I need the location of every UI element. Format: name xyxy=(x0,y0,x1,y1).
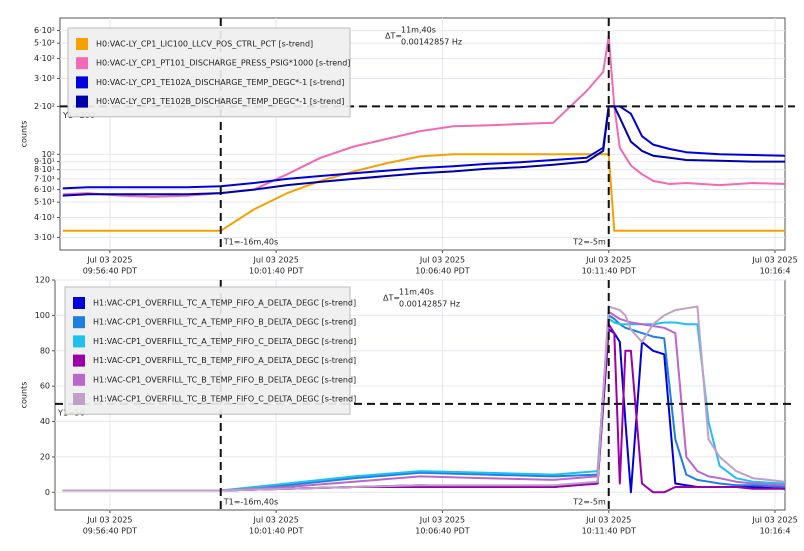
y-tick-label: 80 xyxy=(40,346,50,355)
y-axis-label: counts xyxy=(20,382,29,409)
x-tick-label: Jul 03 2025 xyxy=(751,256,797,265)
legend-label: H1:VAC-CP1_OVERFILL_TC_A_TEMP_FIFO_A_DEL… xyxy=(93,299,356,308)
series-line xyxy=(62,314,785,492)
legend-box xyxy=(64,286,351,415)
y-tick-label: 60 xyxy=(40,382,50,391)
x-tick-label: Jul 03 2025 xyxy=(253,516,299,525)
y-tick-label: 5·10¹ xyxy=(34,198,55,207)
y-tick-label: 2·10² xyxy=(34,102,55,111)
legend-label: H0:VAC-LY_CP1_PT101_DISCHARGE_PRESS_PSIG… xyxy=(96,59,350,68)
legend-label: H0:VAC-LY_CP1_TE102B_DISCHARGE_TEMP_DEGC… xyxy=(96,97,344,106)
series-group xyxy=(62,305,785,494)
legend-swatch xyxy=(76,95,88,108)
x-tick-label: Jul 03 2025 xyxy=(751,516,797,525)
x-tick-label: Jul 03 2025 xyxy=(86,516,132,525)
legend-label: H0:VAC-LY_CP1_LIC100_LLCV_POS_CTRL_PCT [… xyxy=(96,40,313,49)
y-tick-label: 7·10¹ xyxy=(34,174,55,183)
x-tick-label: 10:01:40 PDT xyxy=(249,527,303,536)
legend-swatch xyxy=(73,316,85,329)
x-tick-label: 10:06:40 PDT xyxy=(415,527,469,536)
legend-swatch xyxy=(73,297,85,309)
x-tick-label: 10:11:40 PDT xyxy=(582,267,636,276)
y-tick-label: 9·10¹ xyxy=(34,157,55,166)
t1-label: T1=-16m,40s xyxy=(223,238,278,247)
y-tick-label: 6·10² xyxy=(34,26,55,35)
x-tick-label: 09:56:40 PDT xyxy=(83,527,137,536)
y-tick-label: 120 xyxy=(35,276,50,285)
series-line xyxy=(62,105,785,190)
legend-label: H1:VAC-CP1_OVERFILL_TC_B_TEMP_FIFO_A_DEL… xyxy=(93,356,356,365)
legend-label: H1:VAC-CP1_OVERFILL_TC_A_TEMP_FIFO_B_DEL… xyxy=(93,318,356,327)
series-line xyxy=(62,105,785,197)
x-tick-label: 10:01:40 PDT xyxy=(249,267,303,276)
legend-swatch xyxy=(76,57,88,70)
x-tick-label: Jul 03 2025 xyxy=(585,516,631,525)
x-tick-label: 10:16:4 xyxy=(760,267,791,276)
t2-label: T2=-5m xyxy=(572,238,606,247)
legend-label: H1:VAC-CP1_OVERFILL_TC_B_TEMP_FIFO_B_DEL… xyxy=(93,375,356,384)
x-tick-label: Jul 03 2025 xyxy=(86,256,132,265)
y-tick-label: 20 xyxy=(40,452,50,461)
x-tick-label: Jul 03 2025 xyxy=(585,256,631,265)
series-line xyxy=(62,305,785,492)
y-tick-label: 10² xyxy=(42,150,55,159)
series-group xyxy=(62,35,785,232)
y-tick-label: 40 xyxy=(40,417,50,426)
t1-label: T1=-16m,40s xyxy=(223,498,278,507)
y-tick-label: 100 xyxy=(35,311,50,320)
y-axis-label: counts xyxy=(20,121,29,148)
dt-hz: 0.00142857 Hz xyxy=(401,38,462,47)
series-line xyxy=(62,153,785,232)
y-tick-label: 5·10² xyxy=(34,39,55,48)
dt-hz: 0.00142857 Hz xyxy=(399,300,460,309)
legend-swatch xyxy=(76,38,88,50)
legend-label: H0:VAC-LY_CP1_TE102A_DISCHARGE_TEMP_DEGC… xyxy=(96,78,344,87)
legend-swatch xyxy=(73,354,85,367)
series-line xyxy=(62,317,785,492)
dt-label: ΔT= xyxy=(383,294,400,303)
x-tick-label: Jul 03 2025 xyxy=(419,516,465,525)
legend: H1:VAC-CP1_OVERFILL_TC_A_TEMP_FIFO_A_DEL… xyxy=(64,286,356,415)
dt-value: 11m,40s xyxy=(399,288,434,297)
y-tick-label: 4·10² xyxy=(34,54,55,63)
y-tick-label: 6·10¹ xyxy=(34,185,55,194)
y-tick-label: 8·10¹ xyxy=(34,165,55,174)
y-tick-label: 3·10¹ xyxy=(34,233,55,242)
t2-label: T2=-5m xyxy=(572,498,606,507)
x-tick-label: 10:11:40 PDT xyxy=(582,527,636,536)
x-tick-label: 09:56:40 PDT xyxy=(83,267,137,276)
y-tick-label: 4·10¹ xyxy=(34,213,55,222)
legend-swatch xyxy=(76,76,88,89)
x-tick-label: 10:16:4 xyxy=(760,527,791,536)
dt-value: 11m,40s xyxy=(401,26,436,35)
y-tick-label: 0 xyxy=(45,488,50,497)
series-line xyxy=(62,310,785,492)
y-tick-label: 3·10² xyxy=(34,74,55,83)
legend-label: H1:VAC-CP1_OVERFILL_TC_B_TEMP_FIFO_C_DEL… xyxy=(93,395,356,404)
dt-label: ΔT= xyxy=(385,32,402,41)
legend-box xyxy=(67,27,351,118)
legend-swatch xyxy=(73,393,85,405)
x-tick-label: Jul 03 2025 xyxy=(419,256,465,265)
x-tick-label: 10:06:40 PDT xyxy=(415,267,469,276)
x-tick-label: Jul 03 2025 xyxy=(253,256,299,265)
legend-label: H1:VAC-CP1_OVERFILL_TC_A_TEMP_FIFO_C_DEL… xyxy=(93,337,356,346)
legend-swatch xyxy=(73,335,85,348)
legend: H0:VAC-LY_CP1_LIC100_LLCV_POS_CTRL_PCT [… xyxy=(67,27,351,118)
legend-swatch xyxy=(73,373,85,386)
